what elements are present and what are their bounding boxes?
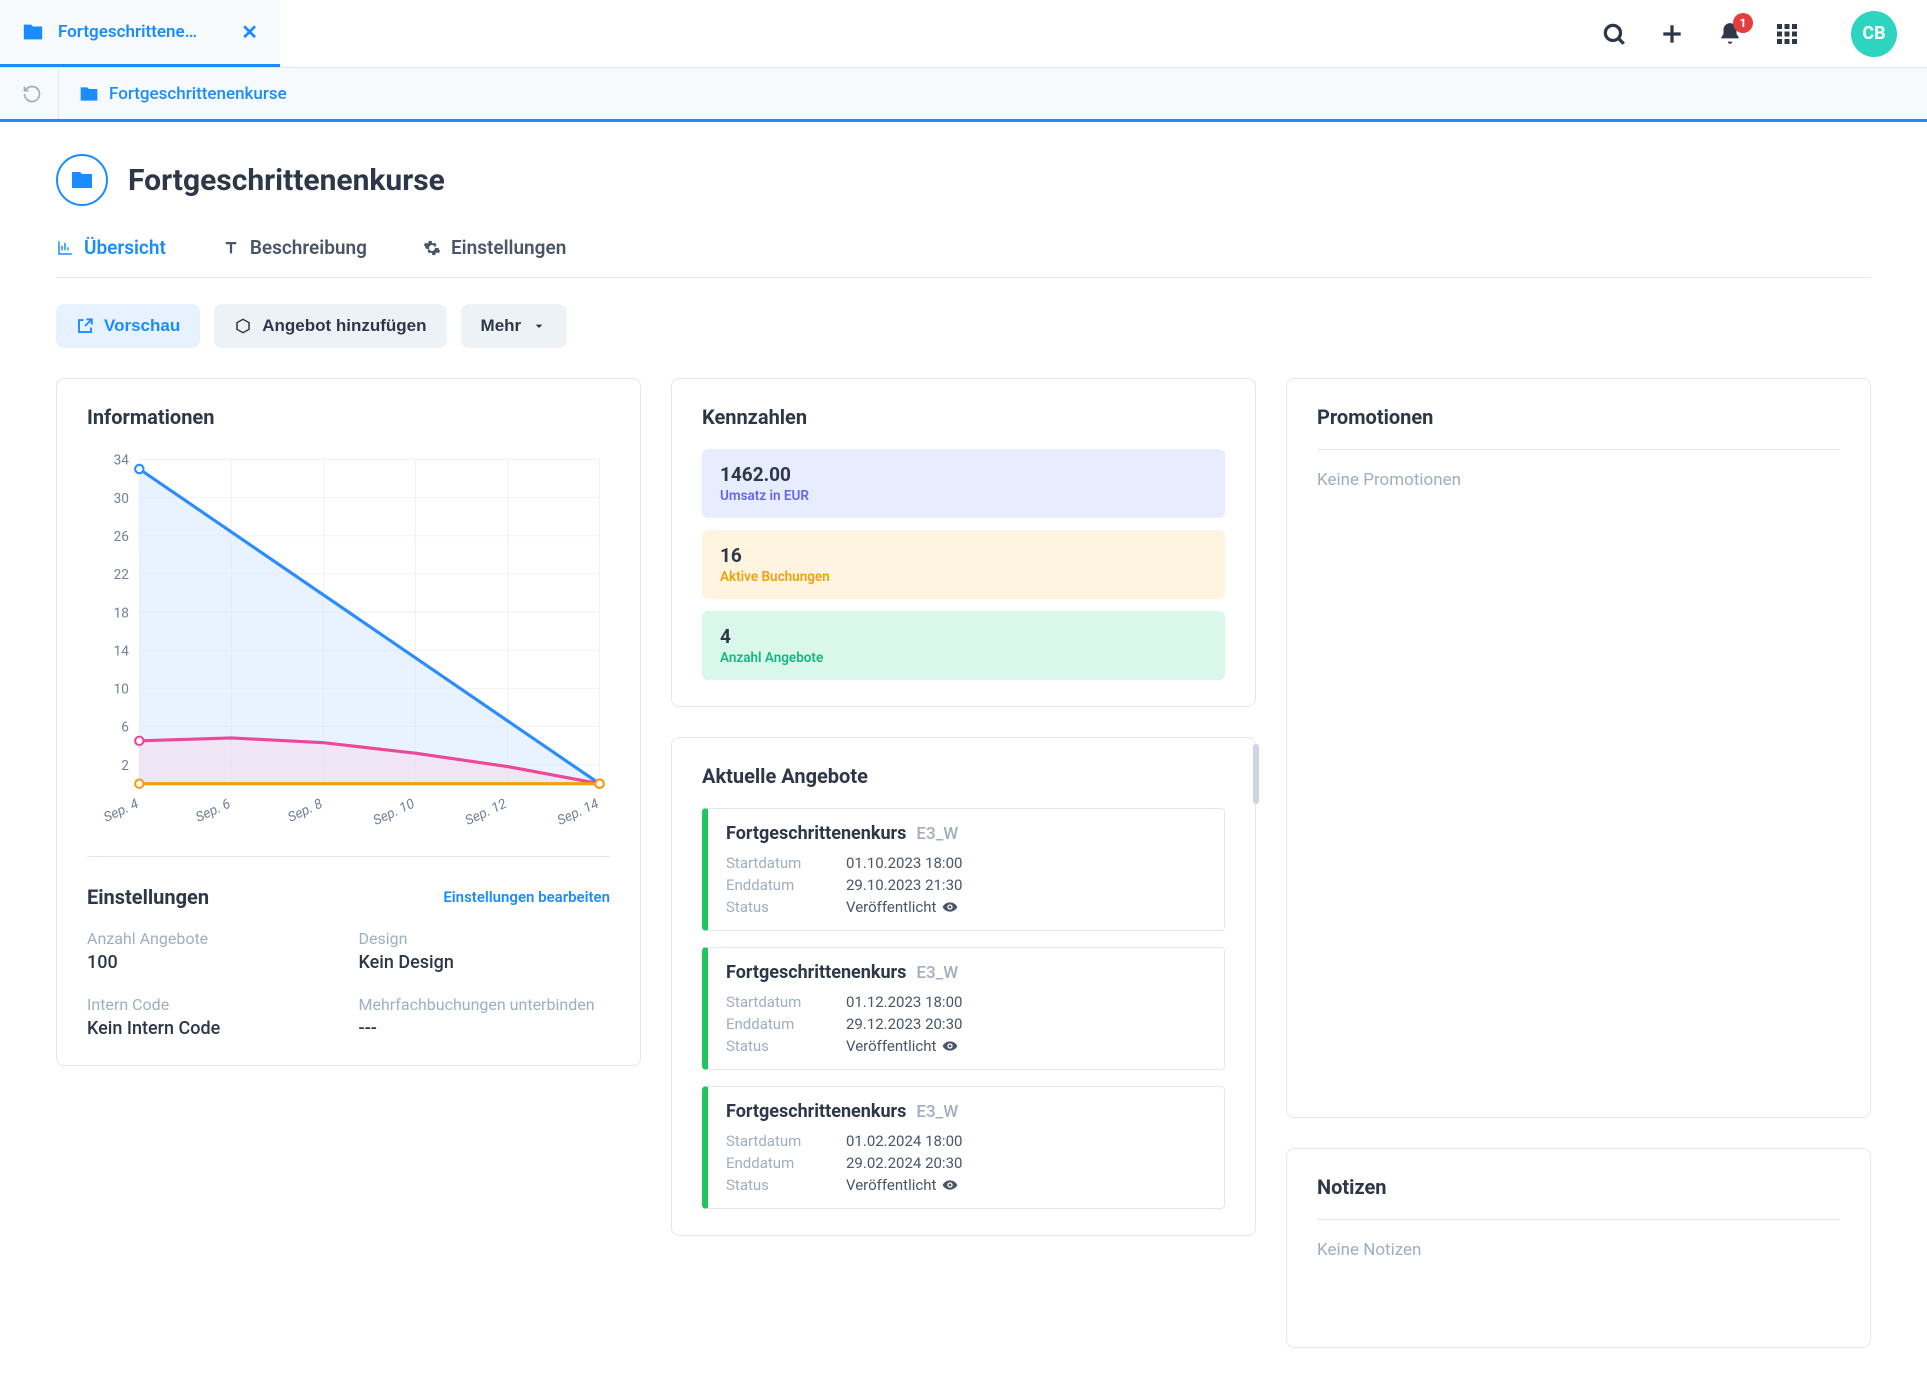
- page-tabs: Übersicht Beschreibung Einstellungen: [56, 236, 1871, 278]
- apps-grid-icon[interactable]: [1775, 22, 1799, 46]
- kpi-label: Anzahl Angebote: [720, 650, 1207, 666]
- breadcrumb: Fortgeschrittenenkurse: [0, 68, 1927, 122]
- eye-icon: [942, 1038, 958, 1054]
- svg-text:6: 6: [121, 720, 129, 736]
- action-row: Vorschau Angebot hinzufügen Mehr: [56, 304, 1871, 348]
- bell-icon[interactable]: 1: [1717, 21, 1743, 47]
- tab-overview[interactable]: Übersicht: [56, 236, 166, 259]
- chart: 34 30 26 22 18 14 10 6 2 Sep. 4 Sep. 6 Sep. 8 Sep. 1…: [87, 449, 610, 836]
- offer-title: Fortgeschrittenenkurs: [726, 823, 906, 844]
- offer-item[interactable]: FortgeschrittenenkursE3_WStartdatum01.12…: [702, 947, 1225, 1070]
- button-label: Vorschau: [104, 316, 180, 336]
- scrollbar[interactable]: [1253, 744, 1259, 804]
- svg-text:14: 14: [114, 643, 130, 659]
- card-title: Informationen: [87, 405, 610, 429]
- page-header: Fortgeschrittenenkurse Übersicht Beschre…: [0, 122, 1927, 348]
- button-label: Mehr: [481, 316, 522, 336]
- breadcrumb-item[interactable]: Fortgeschrittenenkurse: [59, 68, 307, 119]
- svg-text:10: 10: [114, 682, 129, 698]
- card-title: Kennzahlen: [702, 405, 1225, 429]
- setting-design: Design Kein Design: [359, 929, 611, 973]
- settings-grid: Anzahl Angebote 100 Design Kein Design I…: [87, 929, 610, 1039]
- search-icon[interactable]: [1601, 21, 1627, 47]
- card-title: Notizen: [1317, 1175, 1840, 1220]
- eye-icon: [942, 1177, 958, 1193]
- tab-strip: Fortgeschrittene… ✕: [0, 0, 280, 67]
- offer-code: E3_W: [916, 963, 958, 983]
- history-back-icon[interactable]: [18, 68, 59, 119]
- svg-text:26: 26: [114, 529, 129, 545]
- svg-text:Sep. 14: Sep. 14: [555, 796, 601, 829]
- kpi-label: Umsatz in EUR: [720, 488, 1207, 504]
- setting-multibook: Mehrfachbuchungen unterbinden ---: [359, 995, 611, 1039]
- kpi-item: 4 Anzahl Angebote: [702, 611, 1225, 680]
- middle-column: Kennzahlen 1462.00 Umsatz in EUR 16 Aktive …: [671, 378, 1256, 1236]
- topbar-actions: 1 CB: [1601, 11, 1897, 57]
- svg-text:22: 22: [114, 567, 130, 583]
- kpi-label: Aktive Buchungen: [720, 569, 1207, 585]
- content-grid: Informationen 34 30 26 22 18 14 10 6 2 Sep. 4 Sep.…: [0, 348, 1927, 1388]
- empty-text: Keine Promotionen: [1317, 470, 1840, 490]
- offer-item[interactable]: FortgeschrittenenkursE3_WStartdatum01.02…: [702, 1086, 1225, 1209]
- preview-button[interactable]: Vorschau: [56, 304, 200, 348]
- add-icon[interactable]: [1659, 21, 1685, 47]
- browser-tab[interactable]: Fortgeschrittene… ✕: [0, 0, 280, 67]
- page-title: Fortgeschrittenenkurse: [128, 163, 445, 198]
- folder-icon: [22, 21, 44, 43]
- info-card: Informationen 34 30 26 22 18 14 10 6 2 Sep. 4 Sep.…: [56, 378, 641, 1066]
- offer-code: E3_W: [916, 1102, 958, 1122]
- kpi-value: 4: [720, 625, 1207, 648]
- svg-text:Sep. 6: Sep. 6: [193, 796, 233, 826]
- tab-label: Übersicht: [84, 236, 166, 259]
- kpi-card: Kennzahlen 1462.00 Umsatz in EUR 16 Aktive …: [671, 378, 1256, 707]
- svg-text:18: 18: [114, 605, 129, 621]
- promotions-card: Promotionen Keine Promotionen: [1286, 378, 1871, 1118]
- settings-title: Einstellungen: [87, 885, 209, 909]
- notification-badge: 1: [1733, 13, 1753, 33]
- breadcrumb-label: Fortgeschrittenenkurse: [109, 84, 287, 104]
- setting-count-offers: Anzahl Angebote 100: [87, 929, 339, 973]
- kpi-value: 16: [720, 544, 1207, 567]
- card-title: Promotionen: [1317, 405, 1840, 450]
- offers-card: Aktuelle Angebote Fortgeschrittenenkurs E…: [671, 737, 1256, 1236]
- settings-edit-link[interactable]: Einstellungen bearbeiten: [443, 888, 610, 906]
- offer-title: Fortgeschrittenenkurs: [726, 1101, 906, 1122]
- folder-icon: [79, 84, 99, 104]
- svg-text:Sep. 8: Sep. 8: [285, 796, 325, 826]
- avatar[interactable]: CB: [1851, 11, 1897, 57]
- kpi-item: 16 Aktive Buchungen: [702, 530, 1225, 599]
- kpi-item: 1462.00 Umsatz in EUR: [702, 449, 1225, 518]
- kpi-value: 1462.00: [720, 463, 1207, 486]
- tab-settings[interactable]: Einstellungen: [423, 236, 566, 259]
- tab-description[interactable]: Beschreibung: [222, 236, 367, 259]
- notes-card: Notizen Keine Notizen: [1286, 1148, 1871, 1348]
- tab-title: Fortgeschrittene…: [58, 22, 227, 42]
- offer-title: Fortgeschrittenenkurs: [726, 962, 906, 983]
- tab-label: Einstellungen: [451, 236, 566, 259]
- setting-intern-code: Intern Code Kein Intern Code: [87, 995, 339, 1039]
- offer-item[interactable]: FortgeschrittenenkursE3_WStartdatum01.10…: [702, 808, 1225, 931]
- chevron-down-icon: [531, 318, 547, 334]
- close-icon[interactable]: ✕: [241, 20, 258, 44]
- svg-text:Sep. 10: Sep. 10: [371, 796, 417, 829]
- eye-icon: [942, 899, 958, 915]
- offer-code: E3_W: [916, 824, 958, 844]
- svg-text:Sep. 4: Sep. 4: [101, 796, 141, 826]
- right-column: Promotionen Keine Promotionen Notizen Ke…: [1286, 378, 1871, 1348]
- empty-text: Keine Notizen: [1317, 1240, 1840, 1260]
- folder-icon: [56, 154, 108, 206]
- svg-text:34: 34: [114, 453, 130, 469]
- topbar: Fortgeschrittene… ✕ 1 CB: [0, 0, 1927, 68]
- svg-text:2: 2: [121, 758, 129, 774]
- tab-label: Beschreibung: [250, 236, 367, 259]
- svg-text:30: 30: [114, 491, 129, 507]
- button-label: Angebot hinzufügen: [262, 316, 426, 336]
- svg-text:Sep. 12: Sep. 12: [463, 796, 510, 829]
- card-title: Aktuelle Angebote: [702, 764, 1225, 788]
- add-offer-button[interactable]: Angebot hinzufügen: [214, 304, 446, 348]
- more-button[interactable]: Mehr: [461, 304, 568, 348]
